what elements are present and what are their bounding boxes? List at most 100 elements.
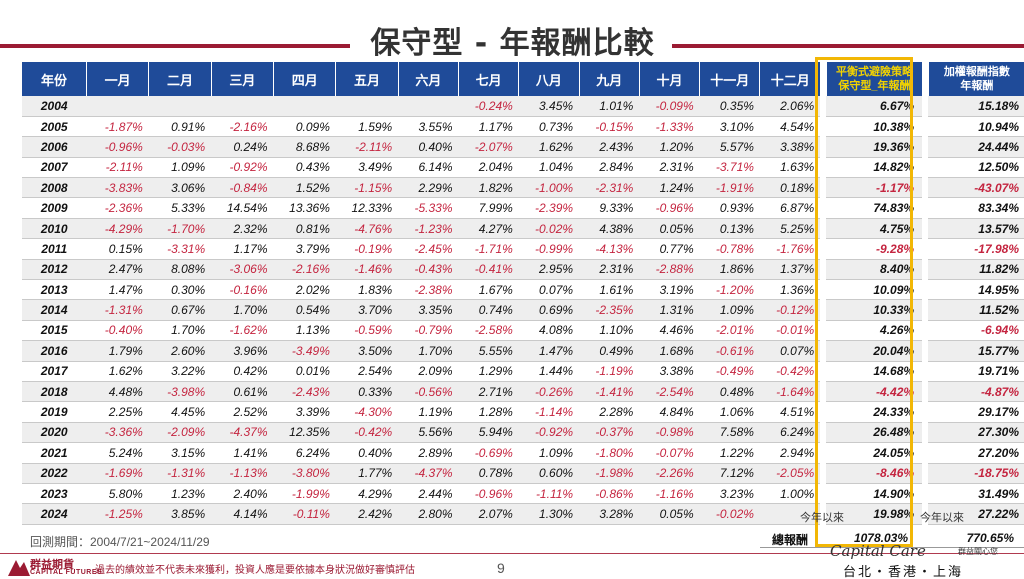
month-return-cell: 5.24%: [86, 442, 149, 464]
month-return-cell: 1.79%: [86, 340, 149, 362]
month-return-cell: 4.46%: [639, 320, 700, 342]
month-return-cell: 1.06%: [699, 401, 760, 423]
month-return-cell: 2.29%: [398, 177, 459, 199]
month-return-cell: 5.57%: [699, 136, 760, 158]
month-return-cell: 0.61%: [211, 381, 274, 403]
month-return-cell: 1.47%: [518, 340, 580, 362]
header-month: 五月: [335, 62, 399, 96]
table-row: 2010 -4.29% -1.70% 2.32% 0.81% -4.76% -1.23% 4.…: [22, 218, 1024, 240]
month-return-cell: 1.23%: [148, 483, 212, 505]
table-row: 2013 1.47% 0.30% -0.16% 2.02% 1.83% -2.38% 1.67…: [22, 279, 1024, 301]
month-return-cell: 8.68%: [273, 136, 336, 158]
strategy-annual-return: 74.83%: [826, 197, 923, 219]
month-return-cell: 0.49%: [579, 340, 640, 362]
month-return-cell: 2.31%: [579, 259, 640, 281]
header-index-line: 年報酬: [960, 80, 994, 92]
month-return-cell: -2.11%: [335, 136, 399, 158]
month-return-cell: 0.40%: [335, 442, 399, 464]
table-row: 2012 2.47% 8.08% -3.06% -2.16% -1.46% -0.43% -0…: [22, 259, 1024, 281]
month-return-cell: 1.24%: [639, 177, 700, 199]
strategy-annual-return: 19.36%: [826, 136, 923, 158]
index-annual-return: 12.50%: [928, 157, 1024, 179]
month-return-cell: 1.09%: [518, 442, 580, 464]
month-return-cell: 0.81%: [273, 218, 336, 240]
strategy-annual-return: 14.90%: [826, 483, 923, 505]
month-return-cell: -1.31%: [86, 299, 149, 321]
index-annual-return: 13.57%: [928, 218, 1024, 240]
month-return-cell: 2.31%: [639, 157, 700, 179]
table-row: 2023 5.80% 1.23% 2.40% -1.99% 4.29% 2.44% -0.96…: [22, 483, 1024, 505]
month-return-cell: -0.40%: [86, 320, 149, 342]
month-return-cell: 0.67%: [148, 299, 212, 321]
row-year: 2013: [22, 279, 87, 301]
strategy-annual-return: 24.33%: [826, 401, 923, 423]
total-return-label: 總報酬: [772, 533, 809, 547]
month-return-cell: 0.74%: [458, 299, 519, 321]
month-return-cell: 0.05%: [639, 218, 700, 240]
cell-gap: [922, 136, 929, 158]
row-year: 2010: [22, 218, 87, 240]
month-return-cell: 3.70%: [335, 299, 399, 321]
month-return-cell: -0.37%: [579, 422, 640, 444]
strategy-annual-return: -8.46%: [826, 463, 923, 484]
month-return-cell: -1.80%: [579, 442, 640, 464]
page-number: 9: [497, 560, 505, 576]
month-return-cell: 1.30%: [518, 503, 580, 525]
strategy-annual-return: 14.82%: [826, 157, 923, 179]
capital-logo-icon: [8, 560, 30, 576]
month-return-cell: -0.01%: [759, 320, 821, 342]
strategy-annual-return: -1.17%: [826, 177, 923, 199]
strategy-annual-return: 14.68%: [826, 361, 923, 382]
month-return-cell: 4.45%: [148, 401, 212, 423]
disclaimer-text: 過去的績效並不代表未來獲利，投資人應是要依據本身狀況做好審慎評估: [95, 565, 415, 576]
header-strategy: 平衡式避險策略 保守型_年報酬: [825, 62, 923, 96]
header-strategy-line: 平衡式避險策略: [835, 66, 913, 78]
cell-gap: [922, 259, 929, 280]
month-return-cell: -5.33%: [398, 197, 459, 219]
month-return-cell: 2.04%: [458, 157, 519, 179]
table-row: 2007 -2.11% 1.09% -0.92% 0.43% 3.49% 6.14% 2.04…: [22, 157, 1024, 179]
month-return-cell: -0.69%: [458, 442, 519, 464]
month-return-cell: 4.48%: [86, 381, 149, 403]
month-return-cell: -2.16%: [211, 116, 274, 138]
title-rule-left: [0, 44, 350, 48]
month-return-cell: 3.39%: [273, 401, 336, 423]
strategy-annual-return: 26.48%: [826, 422, 923, 444]
title-rule-right: [672, 44, 1024, 48]
month-return-cell: 4.27%: [458, 218, 519, 240]
strategy-annual-return: 10.38%: [826, 116, 923, 138]
brand-chinese: 群益關心您: [958, 547, 998, 556]
month-return-cell: 1.13%: [273, 320, 336, 342]
row-year: 2012: [22, 259, 87, 281]
month-return-cell: -3.98%: [148, 381, 212, 403]
index-annual-return: 10.94%: [928, 116, 1024, 138]
strategy-annual-return: -9.28%: [826, 238, 923, 260]
month-return-cell: 6.87%: [759, 197, 821, 219]
month-return-cell: 6.24%: [759, 422, 821, 444]
returns-table: 年份 一月 二月 三月 四月 五月 六月 七月 八月 九月 十月 十一月 十二月 平衡式避險策略 保守型_年…: [22, 62, 1024, 525]
month-return-cell: 4.29%: [335, 483, 399, 505]
row-year: 2006: [22, 136, 87, 158]
month-return-cell: -0.19%: [335, 238, 399, 260]
month-return-cell: -2.36%: [86, 197, 149, 219]
month-return-cell: 5.55%: [458, 340, 519, 362]
month-return-cell: 2.47%: [86, 259, 149, 281]
month-return-cell: 2.44%: [398, 483, 459, 505]
month-return-cell: 0.18%: [759, 177, 821, 199]
row-year: 2004: [22, 96, 87, 117]
month-return-cell: 5.33%: [148, 197, 212, 219]
month-return-cell: 1.36%: [759, 279, 821, 301]
month-return-cell: -1.31%: [148, 463, 212, 484]
cell-gap: [820, 422, 827, 443]
strategy-annual-return: 10.33%: [826, 299, 923, 321]
month-return-cell: 7.99%: [458, 197, 519, 219]
strategy-annual-return: 6.67%: [826, 96, 923, 117]
month-return-cell: 3.23%: [699, 483, 760, 505]
month-return-cell: 1.20%: [639, 136, 700, 158]
month-return-cell: -1.41%: [579, 381, 640, 403]
month-return-cell: -2.16%: [273, 259, 336, 281]
row-year: 2005: [22, 116, 87, 138]
month-return-cell: 2.43%: [579, 136, 640, 158]
header-gap: [922, 62, 929, 96]
month-return-cell: 3.38%: [639, 361, 700, 382]
